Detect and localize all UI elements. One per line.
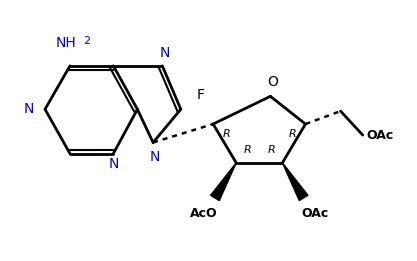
Text: N: N [160, 46, 170, 60]
Text: AcO: AcO [190, 207, 218, 220]
Text: OAc: OAc [367, 129, 394, 142]
Polygon shape [282, 163, 308, 200]
Text: 2: 2 [83, 37, 90, 46]
Text: F: F [197, 88, 205, 102]
Text: R: R [244, 145, 251, 156]
Text: R: R [267, 145, 275, 156]
Text: N: N [150, 150, 160, 164]
Text: R: R [289, 129, 296, 139]
Text: O: O [268, 75, 279, 89]
Text: NH: NH [56, 36, 77, 50]
Text: N: N [108, 157, 118, 171]
Text: OAc: OAc [301, 207, 328, 220]
Polygon shape [211, 163, 236, 200]
Text: R: R [222, 129, 230, 139]
Text: N: N [24, 102, 34, 116]
